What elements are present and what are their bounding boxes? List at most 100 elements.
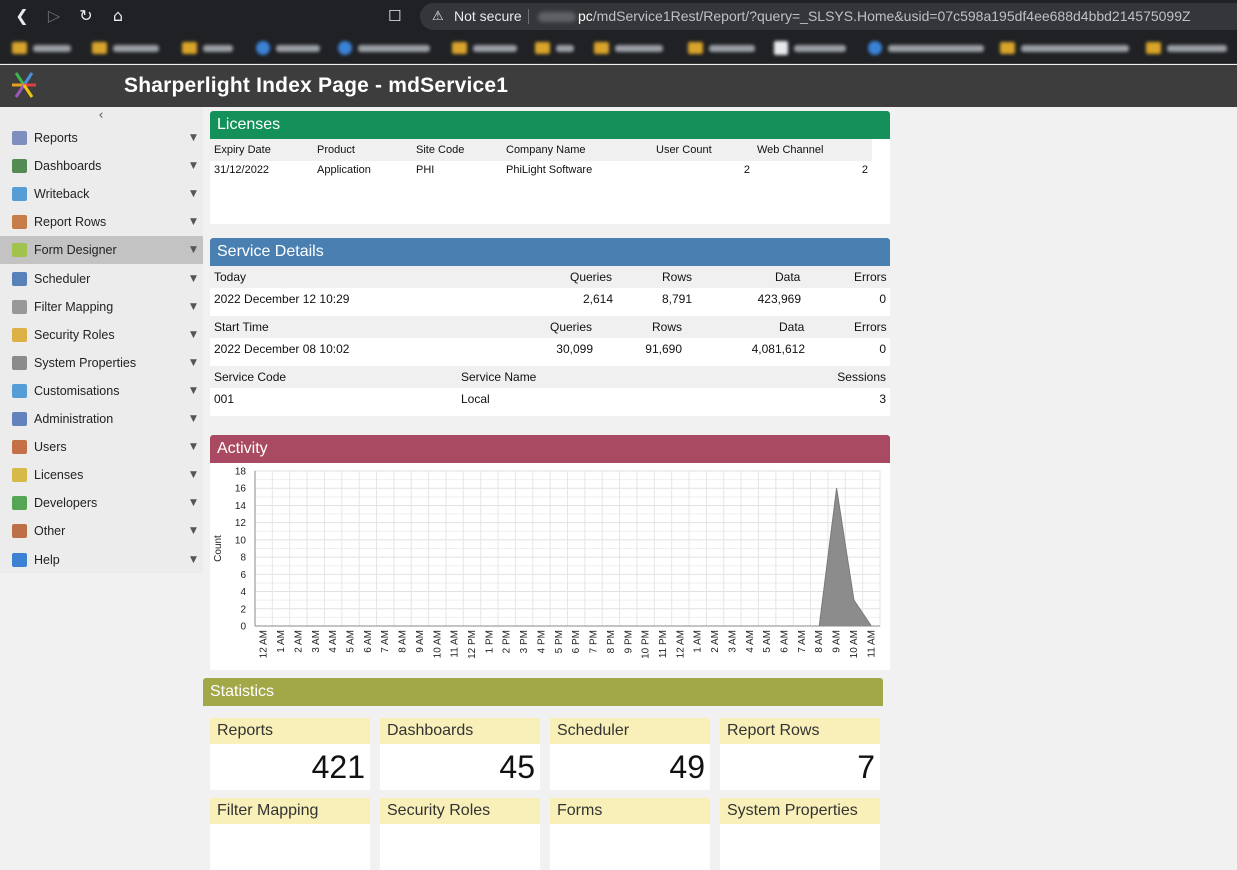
y-tick-label: 0 (240, 622, 246, 633)
sidebar-item-customisations[interactable]: Customisations ▼ (0, 377, 203, 405)
y-tick-label: 8 (240, 553, 246, 564)
sidebar-item-help[interactable]: Help ▼ (0, 546, 203, 574)
bookmarks-bar (0, 32, 1237, 64)
bookmark-item[interactable] (452, 40, 517, 56)
stat-card-title: Security Roles (380, 798, 540, 824)
bookmark-item[interactable] (1146, 40, 1227, 56)
home-icon[interactable]: ⌂ (112, 6, 124, 25)
col-user-count: User Count (656, 144, 712, 156)
folder-icon (535, 42, 550, 54)
bookmark-page-icon[interactable]: ☐ (388, 7, 402, 25)
sidebar-item-users[interactable]: Users ▼ (0, 433, 203, 461)
bookmark-item[interactable] (594, 40, 663, 56)
sidebar-item-developers[interactable]: Developers ▼ (0, 489, 203, 517)
chevron-down-icon[interactable]: ▼ (190, 245, 197, 256)
other-icon (12, 524, 27, 539)
sidebar-item-label: Writeback (34, 187, 90, 202)
bookmark-item[interactable] (688, 40, 755, 56)
sidebar-item-security-roles[interactable]: Security Roles ▼ (0, 321, 203, 349)
table-row[interactable]: 31/12/2022 Application PHI PhiLight Soft… (210, 159, 872, 181)
y-tick-label: 6 (240, 570, 246, 581)
bookmark-item[interactable] (182, 40, 233, 56)
page-title: Sharperlight Index Page - mdService1 (124, 74, 509, 97)
reload-icon[interactable]: ↻ (79, 6, 93, 25)
chevron-down-icon[interactable]: ▼ (190, 217, 197, 228)
stat-card-system-properties[interactable]: System Properties (720, 798, 880, 870)
scheduler-icon (12, 271, 27, 286)
stat-card-report-rows[interactable]: Report Rows 7 (720, 718, 880, 790)
chevron-down-icon[interactable]: ▼ (190, 526, 197, 537)
bookmark-item[interactable] (774, 40, 846, 56)
chevron-down-icon[interactable]: ▼ (190, 273, 197, 284)
chevron-down-icon[interactable]: ▼ (190, 357, 197, 368)
sidebar-item-licenses[interactable]: Licenses ▼ (0, 461, 203, 489)
chevron-down-icon[interactable]: ▼ (190, 470, 197, 481)
sidebar-item-writeback[interactable]: Writeback ▼ (0, 180, 203, 208)
chevron-down-icon[interactable]: ▼ (190, 133, 197, 143)
sidebar-item-label: Form Designer (34, 243, 117, 258)
forward-icon[interactable]: ▷ (47, 6, 61, 25)
x-tick-label: 11 AM (866, 630, 877, 658)
bookmark-item[interactable] (92, 40, 159, 56)
start-data: 4,081,612 (751, 342, 805, 356)
address-bar[interactable]: ⚠ Not secure pc/mdService1Rest/Report/?q… (420, 3, 1237, 30)
stat-card-filter-mapping[interactable]: Filter Mapping (210, 798, 370, 870)
bookmark-item[interactable] (12, 40, 71, 56)
sidebar-item-filter-mapping[interactable]: Filter Mapping ▼ (0, 293, 203, 321)
x-tick-label: 11 AM (450, 630, 461, 658)
bookmark-item[interactable] (256, 40, 320, 56)
chevron-down-icon[interactable]: ▼ (190, 329, 197, 340)
back-icon[interactable]: ❮ (15, 6, 29, 25)
x-tick-label: 3 AM (311, 630, 322, 653)
expiry-date-cell: 31/12/2022 (214, 164, 270, 176)
stat-card-value: 45 (380, 744, 540, 790)
bookmark-item[interactable] (338, 40, 430, 56)
sidebar-item-dashboards[interactable]: Dashboards ▼ (0, 152, 203, 180)
chevron-down-icon[interactable]: ▼ (190, 189, 197, 200)
folder-icon (92, 42, 107, 54)
col-service-name: Service Name (461, 370, 537, 384)
site-icon (868, 41, 882, 55)
stat-card-dashboards[interactable]: Dashboards 45 (380, 718, 540, 790)
stat-card-value: 49 (550, 744, 710, 790)
stat-card-value: 421 (210, 744, 370, 790)
licenses-title: Licenses (210, 111, 890, 139)
x-tick-label: 12 PM (467, 630, 478, 659)
sidebar-item-label: Security Roles (34, 327, 115, 342)
sidebar-item-reports[interactable]: Reports ▼ (0, 124, 203, 152)
sidebar-item-report-rows[interactable]: Report Rows ▼ (0, 208, 203, 236)
sidebar-item-system-properties[interactable]: System Properties ▼ (0, 349, 203, 377)
sidebar-item-scheduler[interactable]: Scheduler ▼ (0, 265, 203, 293)
chevron-down-icon[interactable]: ▼ (190, 554, 197, 565)
chevron-down-icon[interactable]: ▼ (190, 414, 197, 424)
sidebar-item-label: Scheduler (34, 271, 91, 286)
chevron-down-icon[interactable]: ▼ (190, 442, 197, 453)
stat-card-scheduler[interactable]: Scheduler 49 (550, 718, 710, 790)
x-tick-label: 5 AM (762, 630, 773, 653)
stat-card-forms[interactable]: Forms (550, 798, 710, 870)
sidebar-item-form-designer[interactable]: Form Designer ▼ (0, 236, 203, 265)
folder-icon (1146, 42, 1161, 54)
bookmark-item[interactable] (868, 40, 984, 56)
x-tick-label: 6 PM (571, 630, 582, 653)
stat-card-reports[interactable]: Reports 421 (210, 718, 370, 790)
chevron-down-icon[interactable]: ▼ (190, 161, 197, 172)
collapse-sidebar-icon[interactable]: ‹ (98, 108, 104, 123)
report-rows-icon (12, 215, 27, 230)
bookmark-item[interactable] (1000, 40, 1129, 56)
x-tick-label: 1 AM (276, 630, 287, 653)
url-host-suffix: pc (578, 8, 593, 24)
x-tick-label: 8 AM (398, 630, 409, 653)
sidebar-item-administration[interactable]: Administration ▼ (0, 405, 203, 433)
start-errors: 0 (879, 342, 886, 356)
x-tick-label: 8 AM (814, 630, 825, 653)
url-text[interactable]: pc/mdService1Rest/Report/?query=_SLSYS.H… (538, 3, 1191, 30)
col-queries: Queries (570, 270, 613, 284)
bookmark-item[interactable] (535, 40, 574, 56)
chevron-down-icon[interactable]: ▼ (190, 498, 197, 509)
sidebar-item-other[interactable]: Other ▼ (0, 517, 203, 545)
chevron-down-icon[interactable]: ▼ (190, 385, 197, 396)
stat-card-security-roles[interactable]: Security Roles (380, 798, 540, 870)
chevron-down-icon[interactable]: ▼ (190, 301, 197, 312)
folder-icon (452, 42, 467, 54)
